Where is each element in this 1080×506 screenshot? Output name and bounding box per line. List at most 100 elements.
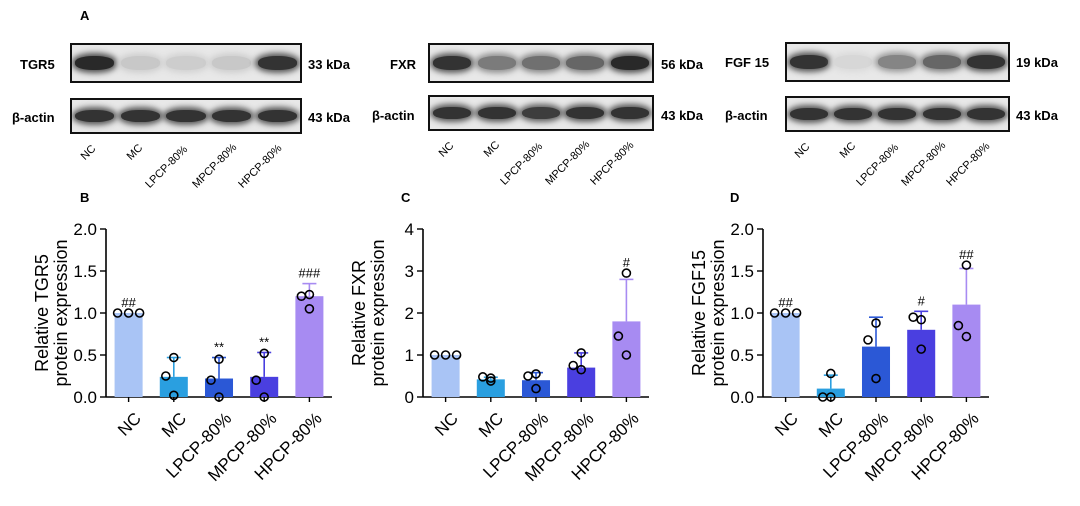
blot-actin-strip bbox=[428, 95, 654, 131]
blot-band bbox=[878, 107, 917, 121]
blot-protein-kda: 33 kDa bbox=[308, 57, 350, 72]
significance-label: ** bbox=[259, 334, 269, 349]
y-tick-label: 1.0 bbox=[73, 304, 97, 323]
x-tick-label: MC bbox=[815, 409, 847, 441]
data-point bbox=[871, 318, 881, 328]
significance-label: ## bbox=[778, 295, 793, 310]
blot-band bbox=[477, 106, 516, 120]
data-point bbox=[621, 350, 632, 360]
data-point bbox=[123, 308, 134, 318]
blot-actin-strip bbox=[70, 98, 302, 134]
blot-actin-kda: 43 kDa bbox=[308, 110, 350, 125]
data-point bbox=[791, 308, 802, 318]
blot-band bbox=[75, 109, 115, 123]
blot-protein-strip bbox=[70, 43, 302, 83]
data-point bbox=[112, 308, 123, 318]
blot-protein-strip bbox=[428, 43, 654, 83]
y-tick-label: 0.5 bbox=[730, 346, 754, 365]
blot-band bbox=[477, 56, 516, 70]
data-point bbox=[169, 352, 179, 363]
data-point bbox=[440, 350, 451, 360]
blot-band bbox=[790, 55, 829, 69]
data-point bbox=[780, 308, 791, 318]
y-tick-label: 1.5 bbox=[730, 262, 754, 281]
significance-label: ### bbox=[299, 266, 321, 281]
y-axis-label: protein expression bbox=[708, 239, 728, 386]
panel-letter-a: A bbox=[80, 8, 90, 23]
data-point bbox=[769, 308, 780, 318]
data-point bbox=[206, 375, 216, 386]
blot-band bbox=[211, 109, 252, 123]
panel-letter-b: B bbox=[80, 190, 90, 205]
blot-protein-strip bbox=[785, 42, 1010, 82]
blot-actin-label: β-actin bbox=[372, 108, 415, 123]
bar bbox=[861, 346, 891, 397]
y-tick-label: 1 bbox=[405, 346, 414, 365]
blot-protein-kda: 56 kDa bbox=[661, 57, 703, 72]
y-tick-label: 4 bbox=[405, 220, 414, 239]
blot-band bbox=[257, 109, 297, 123]
data-point bbox=[576, 348, 587, 358]
data-point bbox=[251, 375, 262, 386]
y-tick-label: 3 bbox=[405, 262, 414, 281]
blot-protein-label: FXR bbox=[390, 57, 416, 72]
y-tick-label: 1.5 bbox=[73, 262, 97, 281]
bar bbox=[476, 379, 505, 397]
data-point bbox=[161, 371, 171, 381]
bar bbox=[521, 380, 551, 397]
data-point bbox=[429, 350, 440, 360]
blot-band bbox=[878, 55, 917, 69]
significance-label: # bbox=[918, 293, 926, 308]
blot-band bbox=[521, 106, 561, 120]
blot-band bbox=[566, 106, 605, 120]
panel-letter-d: D bbox=[730, 190, 740, 205]
significance-label: ## bbox=[959, 247, 974, 262]
data-point bbox=[863, 335, 873, 345]
bar bbox=[431, 355, 460, 397]
significance-label: ** bbox=[214, 340, 224, 355]
bar bbox=[567, 367, 596, 397]
blot-band bbox=[211, 56, 252, 70]
bar bbox=[114, 313, 143, 397]
blot-actin-kda: 43 kDa bbox=[1016, 108, 1058, 123]
x-tick-label: NC bbox=[771, 409, 802, 440]
blot-protein-label: FGF 15 bbox=[725, 55, 770, 70]
blot-band bbox=[966, 107, 1005, 121]
blot-band bbox=[610, 106, 649, 120]
data-point bbox=[908, 312, 919, 323]
data-point bbox=[477, 372, 488, 382]
significance-label: ## bbox=[121, 295, 136, 310]
blot-band bbox=[922, 107, 961, 121]
data-point bbox=[568, 360, 579, 371]
y-tick-label: 2.0 bbox=[730, 220, 754, 239]
blot-actin-kda: 43 kDa bbox=[661, 108, 703, 123]
bar bbox=[907, 329, 936, 397]
data-point bbox=[961, 331, 972, 342]
blot-band bbox=[966, 55, 1005, 69]
blot-band bbox=[834, 107, 873, 121]
blot-band bbox=[257, 56, 297, 70]
blot-band bbox=[75, 56, 115, 70]
data-point bbox=[871, 373, 881, 384]
y-tick-label: 0.5 bbox=[73, 346, 97, 365]
data-point bbox=[953, 320, 964, 331]
y-tick-label: 1.0 bbox=[730, 304, 754, 323]
blot-band bbox=[120, 109, 160, 123]
data-point bbox=[523, 371, 533, 381]
bar bbox=[952, 304, 981, 397]
blot-band bbox=[566, 56, 605, 70]
blot-actin-strip bbox=[785, 96, 1010, 132]
significance-label: # bbox=[623, 255, 631, 270]
panel-letter-c: C bbox=[401, 190, 411, 205]
y-axis-label: protein expression bbox=[51, 239, 71, 386]
data-point bbox=[451, 350, 462, 360]
bar bbox=[204, 378, 234, 397]
y-tick-label: 2 bbox=[405, 304, 414, 323]
blot-band bbox=[922, 55, 961, 69]
y-tick-label: 0.0 bbox=[730, 388, 754, 407]
data-point bbox=[485, 376, 496, 386]
y-tick-label: 0.0 bbox=[73, 388, 97, 407]
blot-band bbox=[166, 109, 206, 123]
